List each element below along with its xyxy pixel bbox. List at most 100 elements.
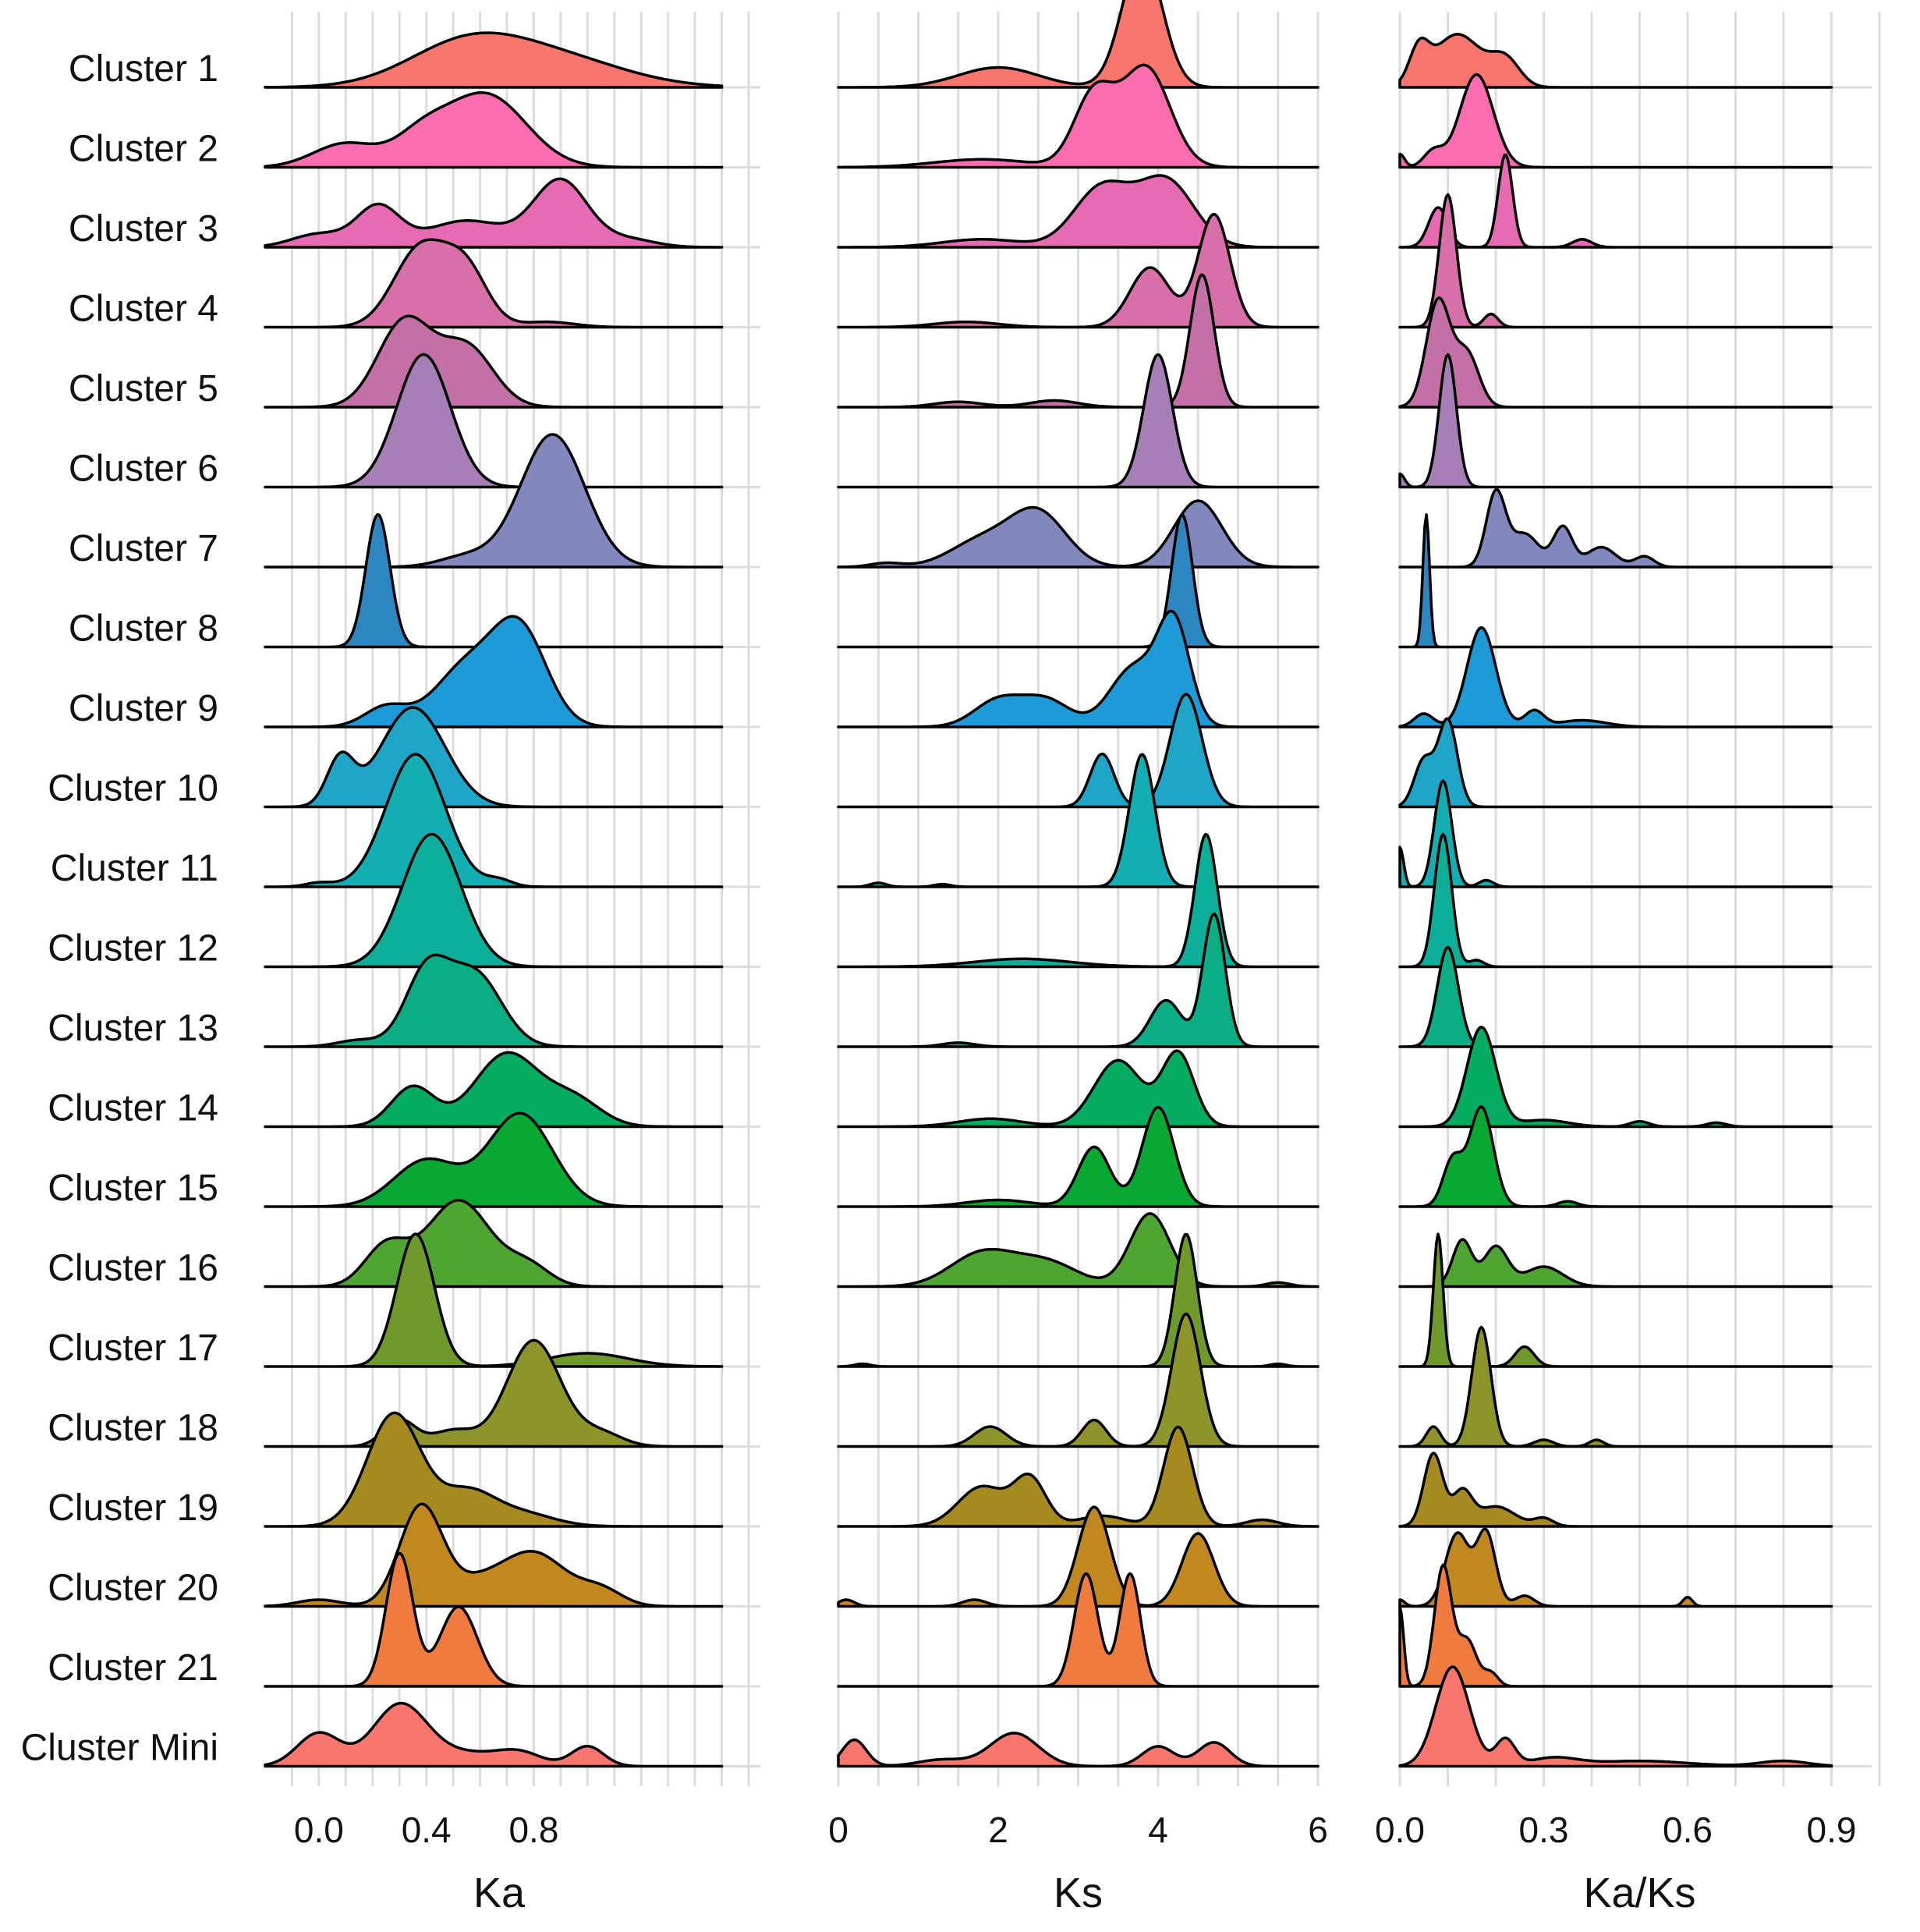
cluster-label: Cluster 14 (48, 1088, 218, 1129)
ridge-ka-cluster-18 (264, 1338, 724, 1448)
ridge-ka-cluster-19 (264, 1411, 724, 1528)
ridge-kaks-cluster-18 (1398, 1325, 1833, 1448)
cluster-label: Cluster 11 (51, 848, 218, 889)
ridge-ka-cluster-21 (264, 1551, 724, 1688)
cluster-label: Cluster Mini (21, 1728, 218, 1769)
ridge-kaks-cluster-16 (1398, 1238, 1833, 1289)
ridge-ks-cluster-14 (837, 1049, 1320, 1129)
tick-label: 6 (1308, 1810, 1328, 1850)
ridge-ks-cluster-3 (837, 174, 1320, 249)
ridge-ks-cluster-mini (837, 1732, 1320, 1768)
ridge-ka-cluster-6 (264, 353, 724, 489)
ridge-ka-cluster-4 (264, 238, 724, 329)
ridge-kaks-cluster-12 (1398, 832, 1833, 969)
ridge-kaks-cluster-8 (1398, 513, 1833, 649)
ridge-ka-cluster-5 (264, 314, 724, 409)
tick-label: 0.8 (508, 1810, 558, 1850)
tick-label: 0.9 (1807, 1810, 1857, 1850)
ridge-ks-cluster-21 (837, 1572, 1320, 1688)
ridge-kaks-cluster-13 (1398, 945, 1833, 1048)
ridge-ks-cluster-9 (837, 609, 1320, 728)
ridge-ka-cluster-9 (264, 615, 724, 728)
ridge-ks-cluster-17 (837, 1232, 1320, 1368)
cluster-label: Cluster 21 (48, 1647, 218, 1689)
ridge-ka-cluster-mini (264, 1701, 724, 1768)
cluster-label: Cluster 12 (48, 928, 218, 970)
cluster-label: Cluster 15 (48, 1168, 218, 1209)
ridge-ka-cluster-12 (264, 832, 724, 969)
tick-label: 4 (1148, 1810, 1168, 1850)
cluster-label: Cluster 9 (69, 688, 218, 729)
ridge-ka-cluster-11 (264, 753, 724, 888)
ridge-kaks-cluster-21 (1398, 1563, 1833, 1688)
cluster-label: Cluster 18 (48, 1408, 218, 1449)
ridge-ks-cluster-11 (837, 753, 1320, 888)
ridge-ka-cluster-14 (264, 1051, 724, 1129)
cluster-label: Cluster 8 (69, 608, 218, 650)
ridge-ka-cluster-20 (264, 1502, 724, 1608)
tick-label: 0.6 (1663, 1810, 1713, 1850)
ridge-ks-cluster-15 (837, 1105, 1320, 1208)
ridge-ka-cluster-17 (264, 1232, 724, 1368)
tick-label: 0 (828, 1810, 848, 1850)
cluster-label: Cluster 16 (48, 1248, 218, 1289)
ridge-ka-cluster-2 (264, 91, 724, 169)
ridge-kaks-cluster-3 (1398, 153, 1833, 249)
ridges (264, 0, 1833, 1768)
cluster-label: Cluster 17 (48, 1328, 218, 1369)
ridge-ks-cluster-6 (837, 353, 1320, 489)
ridge-kaks-cluster-19 (1398, 1452, 1833, 1528)
cluster-label: Cluster 4 (69, 289, 218, 330)
axis-title: Ka/Ks (1583, 1870, 1695, 1916)
ridge-ka-cluster-7 (264, 433, 724, 569)
ridge-ks-cluster-8 (837, 513, 1320, 649)
axis-title: Ks (1054, 1870, 1103, 1916)
cluster-label: Cluster 20 (48, 1568, 218, 1609)
tick-label: 0.0 (294, 1810, 344, 1850)
ridge-kaks-cluster-4 (1398, 193, 1833, 329)
tick-label: 2 (988, 1810, 1008, 1850)
ridge-ks-cluster-7 (837, 499, 1320, 569)
ridge-kaks-cluster-mini (1398, 1665, 1833, 1768)
ridge-ks-cluster-1 (837, 0, 1320, 89)
ridge-ka-cluster-13 (264, 953, 724, 1048)
ridge-ka-cluster-3 (264, 177, 724, 249)
cluster-label: Cluster 2 (69, 129, 218, 170)
ridge-kaks-cluster-2 (1398, 73, 1833, 169)
ridge-ks-cluster-18 (837, 1313, 1320, 1448)
ridge-ka-cluster-10 (264, 706, 724, 809)
cluster-label: Cluster 1 (69, 48, 218, 90)
cluster-label: Cluster 3 (69, 208, 218, 250)
tick-label: 0.3 (1519, 1810, 1569, 1850)
ridge-kaks-cluster-1 (1398, 33, 1833, 89)
ridge-ks-cluster-12 (837, 832, 1320, 969)
ridge-kaks-cluster-9 (1398, 626, 1833, 728)
tick-label: 0.0 (1375, 1810, 1425, 1850)
axis-title: Ka (473, 1870, 526, 1916)
ridge-ka-cluster-1 (264, 31, 724, 89)
ridge-ks-cluster-5 (837, 273, 1320, 409)
ridge-ks-cluster-2 (837, 63, 1320, 169)
ridge-kaks-cluster-14 (1398, 1025, 1833, 1129)
ridge-ks-cluster-10 (837, 693, 1320, 809)
ridge-kaks-cluster-15 (1398, 1105, 1833, 1208)
ridge-ks-cluster-13 (837, 912, 1320, 1048)
ridge-ks-cluster-20 (837, 1505, 1320, 1608)
labels: 0.0 0.4 0.8 Ka 0 2 4 6 Ks 0.0 0.3 0.6 0.9 Ka/Ks Cluste… (21, 48, 1857, 1916)
cluster-label: Cluster 6 (69, 448, 218, 490)
ridge-kaks-cluster-6 (1398, 353, 1833, 489)
ridge-kaks-cluster-7 (1398, 487, 1833, 569)
ridge-kaks-cluster-20 (1398, 1527, 1833, 1608)
ridge-ks-cluster-19 (837, 1425, 1320, 1528)
cluster-label: Cluster 10 (48, 768, 218, 810)
ridge-kaks-cluster-10 (1398, 717, 1833, 809)
cluster-label: Cluster 5 (69, 368, 218, 409)
cluster-label: Cluster 13 (48, 1008, 218, 1049)
ridge-ks-cluster-16 (837, 1212, 1320, 1289)
tick-label: 0.4 (402, 1810, 452, 1850)
cluster-label: Cluster 7 (69, 528, 218, 569)
ridge-ka-cluster-16 (264, 1198, 724, 1289)
cluster-label: Cluster 19 (48, 1487, 218, 1529)
ridge-ka-cluster-15 (264, 1111, 724, 1208)
